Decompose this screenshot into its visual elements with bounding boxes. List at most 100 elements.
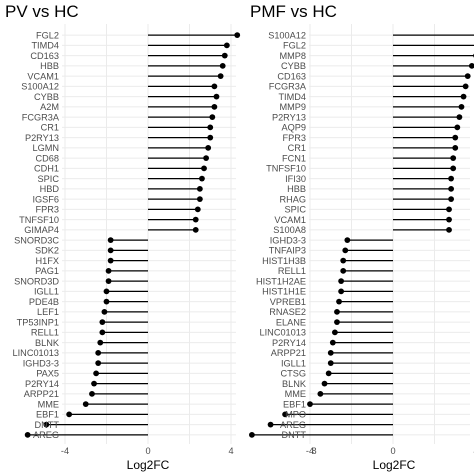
- lollipop-point: [338, 288, 345, 295]
- lollipop-point: [205, 144, 212, 151]
- category-label: TIMD4: [31, 41, 59, 51]
- category-label: MME: [285, 389, 306, 399]
- x-tick-label: 0: [145, 446, 150, 456]
- lollipop-point: [329, 339, 336, 346]
- lollipop-point: [464, 73, 471, 80]
- lollipop-point: [209, 114, 216, 121]
- lollipop-point: [334, 319, 340, 326]
- lollipop-point: [196, 185, 203, 192]
- marks-pmf: [249, 34, 474, 438]
- category-label: BLNK: [35, 338, 60, 348]
- panel-title-pmf: PMF vs HC: [250, 2, 337, 21]
- category-label: P2RY14: [25, 379, 59, 389]
- category-label: GIMAP4: [24, 225, 59, 235]
- category-label: CTSG: [280, 369, 306, 379]
- lollipop-point: [213, 93, 220, 100]
- category-label: ARPP21: [271, 348, 306, 358]
- category-label: IGHD3-3: [270, 235, 306, 245]
- category-label: PDE4B: [29, 297, 59, 307]
- lollipop-point: [196, 196, 203, 203]
- category-label: IGHD3-3: [23, 358, 59, 368]
- category-label: CD68: [36, 153, 60, 163]
- lollipop-point: [93, 370, 100, 377]
- category-label: HIST1H2AE: [256, 276, 306, 286]
- category-label: AREG: [280, 420, 306, 430]
- category-label: FCGR3A: [22, 112, 60, 122]
- lollipop-point: [194, 206, 201, 213]
- category-label: FGL2: [283, 41, 306, 51]
- category-label: P2RY14: [272, 338, 306, 348]
- lollipop-point: [66, 411, 73, 418]
- lollipop-point: [223, 42, 230, 49]
- lollipop-point: [95, 349, 102, 356]
- lollipop-point: [201, 165, 207, 172]
- category-label: CYBB: [281, 61, 306, 71]
- lollipop-point: [219, 62, 226, 69]
- category-label: S100A8: [273, 225, 306, 235]
- lollipop-point: [249, 431, 255, 438]
- category-label: LGMN: [32, 143, 59, 153]
- category-label: VPREB1: [270, 297, 306, 307]
- lollipop-point: [462, 83, 469, 90]
- category-label: HIST1H3B: [262, 256, 306, 266]
- lollipop-point: [460, 93, 467, 100]
- lollipop-point: [217, 73, 224, 80]
- category-label: DNTT: [35, 420, 60, 430]
- panel-pmf-vs-hc: PMF vs HC S100A12FGL2MMP8CYBBCD163FCGR3A…: [249, 2, 474, 472]
- category-label: EBF1: [283, 399, 306, 409]
- lollipop-point: [327, 349, 334, 356]
- category-label: AREG: [33, 430, 59, 440]
- category-label: PAX5: [36, 369, 59, 379]
- x-tick-label: -4: [306, 446, 314, 456]
- lollipop-point: [446, 216, 452, 223]
- marks-pv: [24, 32, 241, 438]
- category-label: LINC01013: [260, 328, 306, 338]
- lollipop-point: [267, 421, 274, 428]
- category-label: CD163: [30, 51, 59, 61]
- lollipop-point: [452, 134, 459, 141]
- category-label: A2M: [40, 102, 59, 112]
- lollipop-point: [107, 257, 114, 264]
- category-label: CD163: [277, 71, 306, 81]
- category-label: TNFAIP3: [269, 246, 306, 256]
- category-label: SPIC: [38, 174, 60, 184]
- lollipop-point: [338, 278, 345, 285]
- lollipop-point: [211, 83, 218, 90]
- lollipop-point: [450, 155, 457, 162]
- category-label: RHAG: [279, 194, 306, 204]
- lollipop-point: [103, 288, 110, 295]
- category-label: TIMD4: [278, 92, 306, 102]
- lollipop-point: [446, 206, 452, 213]
- category-label: H1FX: [36, 256, 60, 266]
- category-label: RNASE2: [269, 307, 306, 317]
- lollipop-point: [321, 380, 328, 387]
- x-tick-labels-pmf: -404: [306, 446, 474, 456]
- x-tick-label: 0: [390, 446, 395, 456]
- category-label: PAG1: [35, 266, 59, 276]
- lollipop-point: [43, 421, 50, 428]
- category-label: HIST1H1E: [262, 287, 306, 297]
- lollipop-point: [199, 175, 205, 182]
- category-label: LINC01013: [13, 348, 59, 358]
- lollipop-point: [24, 431, 31, 438]
- category-label: TP53INP1: [17, 317, 59, 327]
- category-label: BLNK: [282, 379, 307, 389]
- x-tick-label: 8: [311, 446, 316, 456]
- lollipop-point: [91, 380, 97, 387]
- category-label: HBD: [40, 184, 60, 194]
- category-label: FPR3: [283, 133, 307, 143]
- lollipop-point: [448, 196, 454, 203]
- lollipop-point: [82, 401, 89, 408]
- lollipop-point: [234, 32, 241, 39]
- category-label: VCAM1: [27, 71, 59, 81]
- category-label: IGLL1: [281, 358, 306, 368]
- category-label: HBB: [40, 61, 59, 71]
- lollipop-point: [207, 124, 214, 131]
- category-label: TNFSF10: [266, 164, 306, 174]
- x-tick-label: 4: [228, 446, 233, 456]
- category-label: P2RY13: [25, 133, 59, 143]
- category-label: CYBB: [34, 92, 59, 102]
- category-label: DNTT: [282, 430, 307, 440]
- category-label: IFI30: [285, 174, 306, 184]
